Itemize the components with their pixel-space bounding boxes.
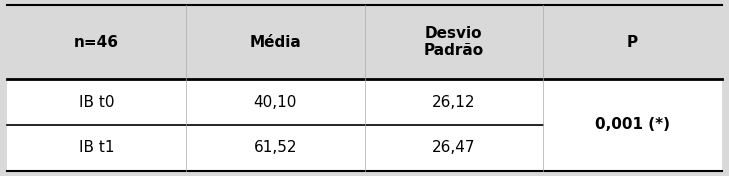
FancyBboxPatch shape (7, 5, 722, 79)
Text: P: P (627, 35, 638, 50)
Text: Média: Média (249, 35, 301, 50)
Text: Desvio
Padrão: Desvio Padrão (424, 26, 484, 58)
Text: IB t0: IB t0 (79, 95, 114, 110)
Text: IB t1: IB t1 (79, 140, 114, 155)
Text: n=46: n=46 (74, 35, 119, 50)
Text: 26,12: 26,12 (432, 95, 475, 110)
Text: 26,47: 26,47 (432, 140, 475, 155)
Text: 61,52: 61,52 (254, 140, 297, 155)
FancyBboxPatch shape (7, 79, 722, 171)
Text: 0,001 (*): 0,001 (*) (595, 117, 670, 133)
Text: 40,10: 40,10 (254, 95, 297, 110)
